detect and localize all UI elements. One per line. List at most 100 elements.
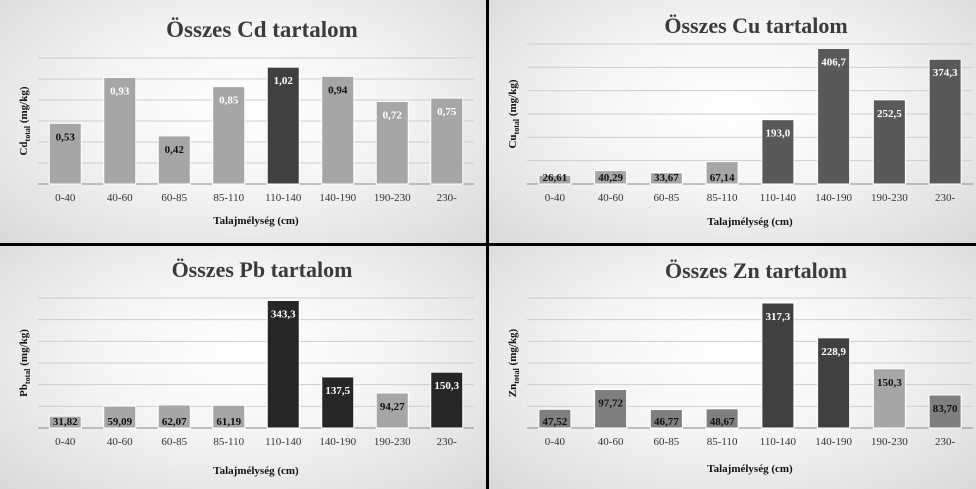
x-tick-label: 60-85 [654, 192, 680, 204]
y-axis-label-subscript: total [23, 125, 32, 141]
bar [872, 368, 906, 429]
y-axis-label-unit: (mg/kg) [18, 329, 30, 369]
data-label: 0,85 [219, 95, 239, 107]
bar [212, 404, 246, 429]
x-tick-label: 40-60 [107, 436, 133, 448]
x-tick-label: 140-190 [319, 436, 356, 448]
y-axis-label: Pbtotal (mg/kg) [18, 329, 32, 397]
data-label: 67,14 [710, 172, 735, 184]
y-axis-label-unit: (mg/kg) [507, 79, 519, 119]
x-tick-label: 230- [935, 192, 956, 204]
chart-svg: Összes Pb tartalom Pbtotal (mg/kg) Talajmé… [18, 257, 474, 477]
bar [48, 122, 82, 185]
x-tick-label: 85-110 [707, 436, 738, 448]
bar [321, 75, 355, 185]
data-label: 33,67 [654, 172, 679, 184]
y-axis-label: Cdtotal (mg/kg) [18, 86, 32, 155]
x-tick-label: 190-230 [871, 436, 908, 448]
data-label: 228,9 [821, 346, 846, 358]
bar [430, 97, 464, 185]
chart-title: Összes Zn tartalom [665, 258, 847, 283]
bar [48, 415, 82, 429]
x-tick-label: 110-140 [265, 436, 302, 448]
data-label: 40,29 [598, 172, 623, 184]
bar [157, 404, 191, 429]
x-axis-label: Talajmélység (cm) [213, 465, 299, 477]
x-tick-label: 0-40 [55, 436, 76, 448]
data-label: 374,3 [933, 67, 958, 79]
y-axis-label-subscript: total [23, 368, 32, 384]
bar [761, 119, 795, 185]
data-label: 150,3 [434, 380, 459, 392]
bar [212, 86, 246, 185]
x-tick-label: 140-190 [815, 436, 852, 448]
y-axis-label-element: Zn [507, 384, 519, 397]
data-label: 1,02 [274, 75, 294, 87]
x-tick-label: 0-40 [545, 192, 566, 204]
y-axis-label-element: Cd [18, 141, 30, 155]
bar [872, 99, 906, 185]
data-label: 137,5 [325, 385, 350, 397]
data-label: 343,3 [271, 308, 296, 320]
x-tick-label: 140-190 [319, 192, 356, 204]
x-tick-label: 40-60 [598, 436, 624, 448]
x-tick-label: 190-230 [871, 192, 908, 204]
bar [705, 161, 739, 185]
data-label: 62,07 [162, 416, 187, 428]
x-tick-label: 230- [437, 192, 458, 204]
bar [375, 392, 409, 429]
x-tick-label: 190-230 [374, 436, 411, 448]
chart-svg: Összes Zn tartalom Zntotal (mg/kg) Talajmé… [507, 258, 973, 475]
x-tick-label: 85-110 [213, 436, 244, 448]
y-axis-label: Zntotal (mg/kg) [507, 328, 521, 397]
y-axis-label-element: Pb [18, 384, 30, 397]
data-label: 94,27 [380, 401, 405, 413]
bar [705, 408, 739, 429]
data-label: 0,93 [110, 85, 130, 97]
chart-svg: Összes Cd tartalom Cdtotal (mg/kg) Talajmé… [18, 17, 474, 227]
data-label: 406,7 [821, 56, 846, 68]
data-label: 317,3 [766, 311, 791, 323]
bar [430, 371, 464, 429]
bar [266, 299, 300, 429]
x-tick-label: 230- [935, 436, 956, 448]
data-label: 150,3 [877, 377, 902, 389]
x-tick-label: 110-140 [265, 192, 302, 204]
x-tick-label: 40-60 [107, 192, 133, 204]
bar [594, 170, 628, 185]
x-tick-label: 110-140 [760, 436, 797, 448]
chart-title: Összes Cu tartalom [664, 13, 847, 38]
x-tick-label: 0-40 [55, 192, 76, 204]
data-label: 83,70 [933, 403, 958, 415]
x-tick-label: 110-140 [760, 192, 797, 204]
x-tick-label: 60-85 [161, 192, 187, 204]
data-label: 61,19 [216, 416, 241, 428]
y-axis-label-subscript: total [512, 367, 521, 383]
chart-title: Összes Cd tartalom [166, 17, 358, 42]
data-label: 0,94 [328, 84, 348, 96]
x-tick-label: 85-110 [213, 192, 244, 204]
y-axis-label-subscript: total [512, 118, 521, 134]
y-axis-label-unit: (mg/kg) [507, 328, 519, 368]
x-tick-label: 85-110 [707, 192, 738, 204]
bar [103, 76, 137, 185]
bar [817, 337, 851, 429]
chart-panel: Összes Zn tartalom Zntotal (mg/kg) Talajmé… [489, 246, 976, 489]
bar [266, 66, 300, 185]
data-label: 46,77 [654, 416, 679, 428]
bar [649, 172, 683, 185]
y-axis-label-unit: (mg/kg) [18, 86, 30, 126]
x-tick-label: 140-190 [815, 192, 852, 204]
bar [649, 409, 683, 429]
data-label: 0,42 [165, 144, 185, 156]
chart-svg: Összes Cu tartalom Cutotal (mg/kg) Talajmé… [507, 13, 973, 228]
bar [157, 135, 191, 185]
y-axis-label-element: Cu [507, 134, 519, 148]
data-label: 193,0 [766, 128, 791, 140]
x-tick-label: 190-230 [374, 192, 411, 204]
data-label: 31,82 [53, 416, 78, 428]
x-tick-label: 230- [437, 436, 458, 448]
x-axis-label: Talajmélység (cm) [707, 216, 793, 228]
bar [538, 174, 572, 185]
bar [817, 47, 851, 185]
